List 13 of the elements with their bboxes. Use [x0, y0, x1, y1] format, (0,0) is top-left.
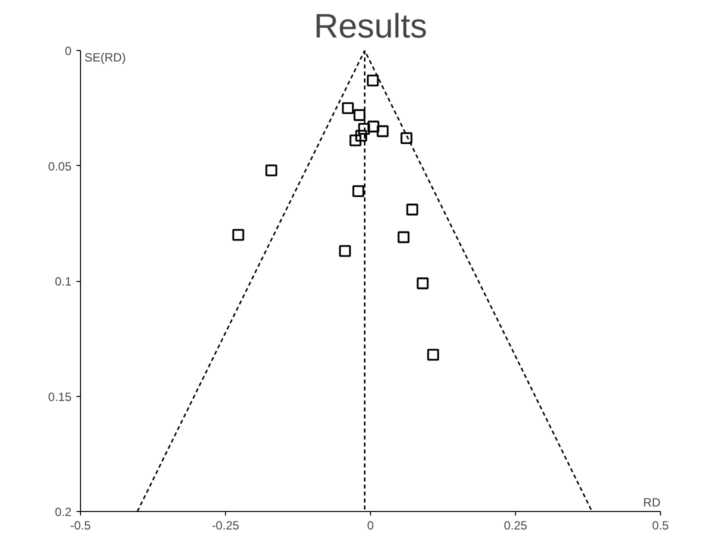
y-tick-label: 0.2	[54, 505, 72, 519]
chart-title: Results	[314, 8, 428, 46]
x-tick-label: -0.25	[212, 518, 240, 532]
y-tick-label: 0.15	[48, 390, 72, 404]
y-tick-label: 0.1	[54, 274, 72, 288]
y-tick-label: 0	[64, 44, 72, 58]
x-tick-label: 0.25	[504, 518, 528, 532]
x-tick-label: -0.5	[70, 518, 92, 532]
y-axis-title: SE(RD)	[84, 50, 126, 64]
x-tick-label: 0.5	[652, 518, 670, 532]
x-tick-label: 0	[367, 518, 374, 532]
y-tick-label: 0.05	[48, 159, 72, 174]
x-axis-title: RD	[643, 496, 661, 510]
